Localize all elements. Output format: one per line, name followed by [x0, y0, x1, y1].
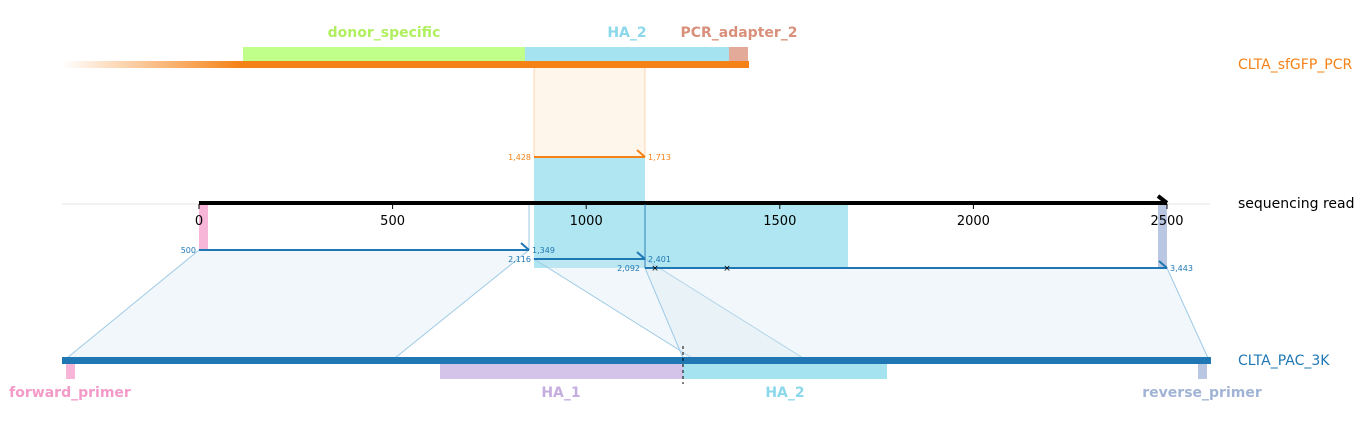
- top-reference: donor_specific HA_2 PCR_adapter_2 CLTA_s…: [62, 25, 1352, 162]
- bottom-feature-forward-primer: [66, 364, 75, 379]
- read-reverse-primer-mark: [1158, 204, 1167, 268]
- top-feature-label-ha2: HA_2: [607, 25, 646, 41]
- alignment-shading: [65, 65, 1209, 359]
- read-ha2-band-bottom: [534, 204, 848, 268]
- top-alignment-arrow-head: [636, 149, 646, 158]
- bottom-alignments: 500 1,349 2,116 2,401 2,092 3,443 × ×: [181, 204, 1193, 274]
- bottom-alignment-2-end-label: 2,401: [648, 255, 671, 264]
- top-ref-fade-bar: [62, 61, 242, 68]
- top-feature-pcr-adapter-2: [729, 47, 748, 61]
- bottom-feature-label-forward-primer: forward_primer: [9, 385, 131, 401]
- bottom-alignment-3-end-label: 3,443: [1170, 264, 1193, 273]
- bottom-alignment-1-arrow-head: [520, 242, 530, 251]
- bottom-feature-reverse-primer: [1198, 364, 1207, 379]
- read-arrow-head: [1156, 194, 1169, 205]
- read-forward-primer-mark: [199, 204, 208, 250]
- top-alignment-start-label: 1,428: [508, 153, 531, 162]
- top-feature-label-donor-specific: donor_specific: [328, 25, 441, 41]
- bottom-alignment-2-arrow-head: [636, 251, 646, 260]
- read-ha2-band-top: [534, 157, 645, 204]
- bottom-reference: forward_primer HA_1 HA_2 reverse_primer …: [9, 346, 1330, 401]
- bottom-feature-label-ha2: HA_2: [765, 385, 804, 401]
- read-tick-label: 500: [380, 214, 405, 229]
- bottom-ref-bar: [62, 357, 1211, 364]
- read-tick-label: 2000: [957, 214, 990, 229]
- read-tick-label: 0: [195, 214, 203, 229]
- top-alignment-end-label: 1,713: [648, 153, 671, 162]
- bottom-alignment-3-arrow-head: [1158, 260, 1168, 269]
- bottom-alignment-3-start-label: 2,092: [617, 264, 640, 273]
- bottom-alignment-1-shade: [65, 249, 531, 359]
- read-tick-label: 2500: [1150, 214, 1183, 229]
- top-alignment-shade: [533, 65, 646, 158]
- read-label: sequencing read: [1238, 196, 1354, 212]
- bottom-alignment-3-shade: [644, 267, 1209, 359]
- read-tick-label: 1500: [763, 214, 796, 229]
- read-ticks: 0 500 1000 1500 2000 2500: [195, 204, 1184, 229]
- bottom-ref-name: CLTA_PAC_3K: [1238, 353, 1330, 369]
- top-feature-ha2: [525, 47, 729, 61]
- top-ref-bar: [242, 61, 749, 68]
- bottom-feature-label-reverse-primer: reverse_primer: [1142, 385, 1262, 401]
- sequencing-read: 0 500 1000 1500 2000 2500 sequencing read: [62, 194, 1354, 229]
- top-feature-donor-specific: [243, 47, 525, 61]
- bottom-alignment-1-end-label: 1,349: [532, 246, 555, 255]
- bottom-alignment-1-start-label: 500: [181, 246, 196, 255]
- bottom-feature-label-ha1: HA_1: [541, 385, 580, 401]
- bottom-alignment-2-start-label: 2,116: [508, 255, 531, 264]
- top-feature-label-pcr-adapter-2: PCR_adapter_2: [680, 25, 797, 41]
- bottom-feature-ha1: [440, 364, 683, 379]
- mismatch-x-icon: ×: [651, 264, 659, 274]
- bottom-feature-ha2: [683, 364, 887, 379]
- mismatch-x-icon: ×: [723, 264, 731, 274]
- read-tick-label: 1000: [570, 214, 603, 229]
- top-ref-name: CLTA_sfGFP_PCR: [1238, 57, 1352, 73]
